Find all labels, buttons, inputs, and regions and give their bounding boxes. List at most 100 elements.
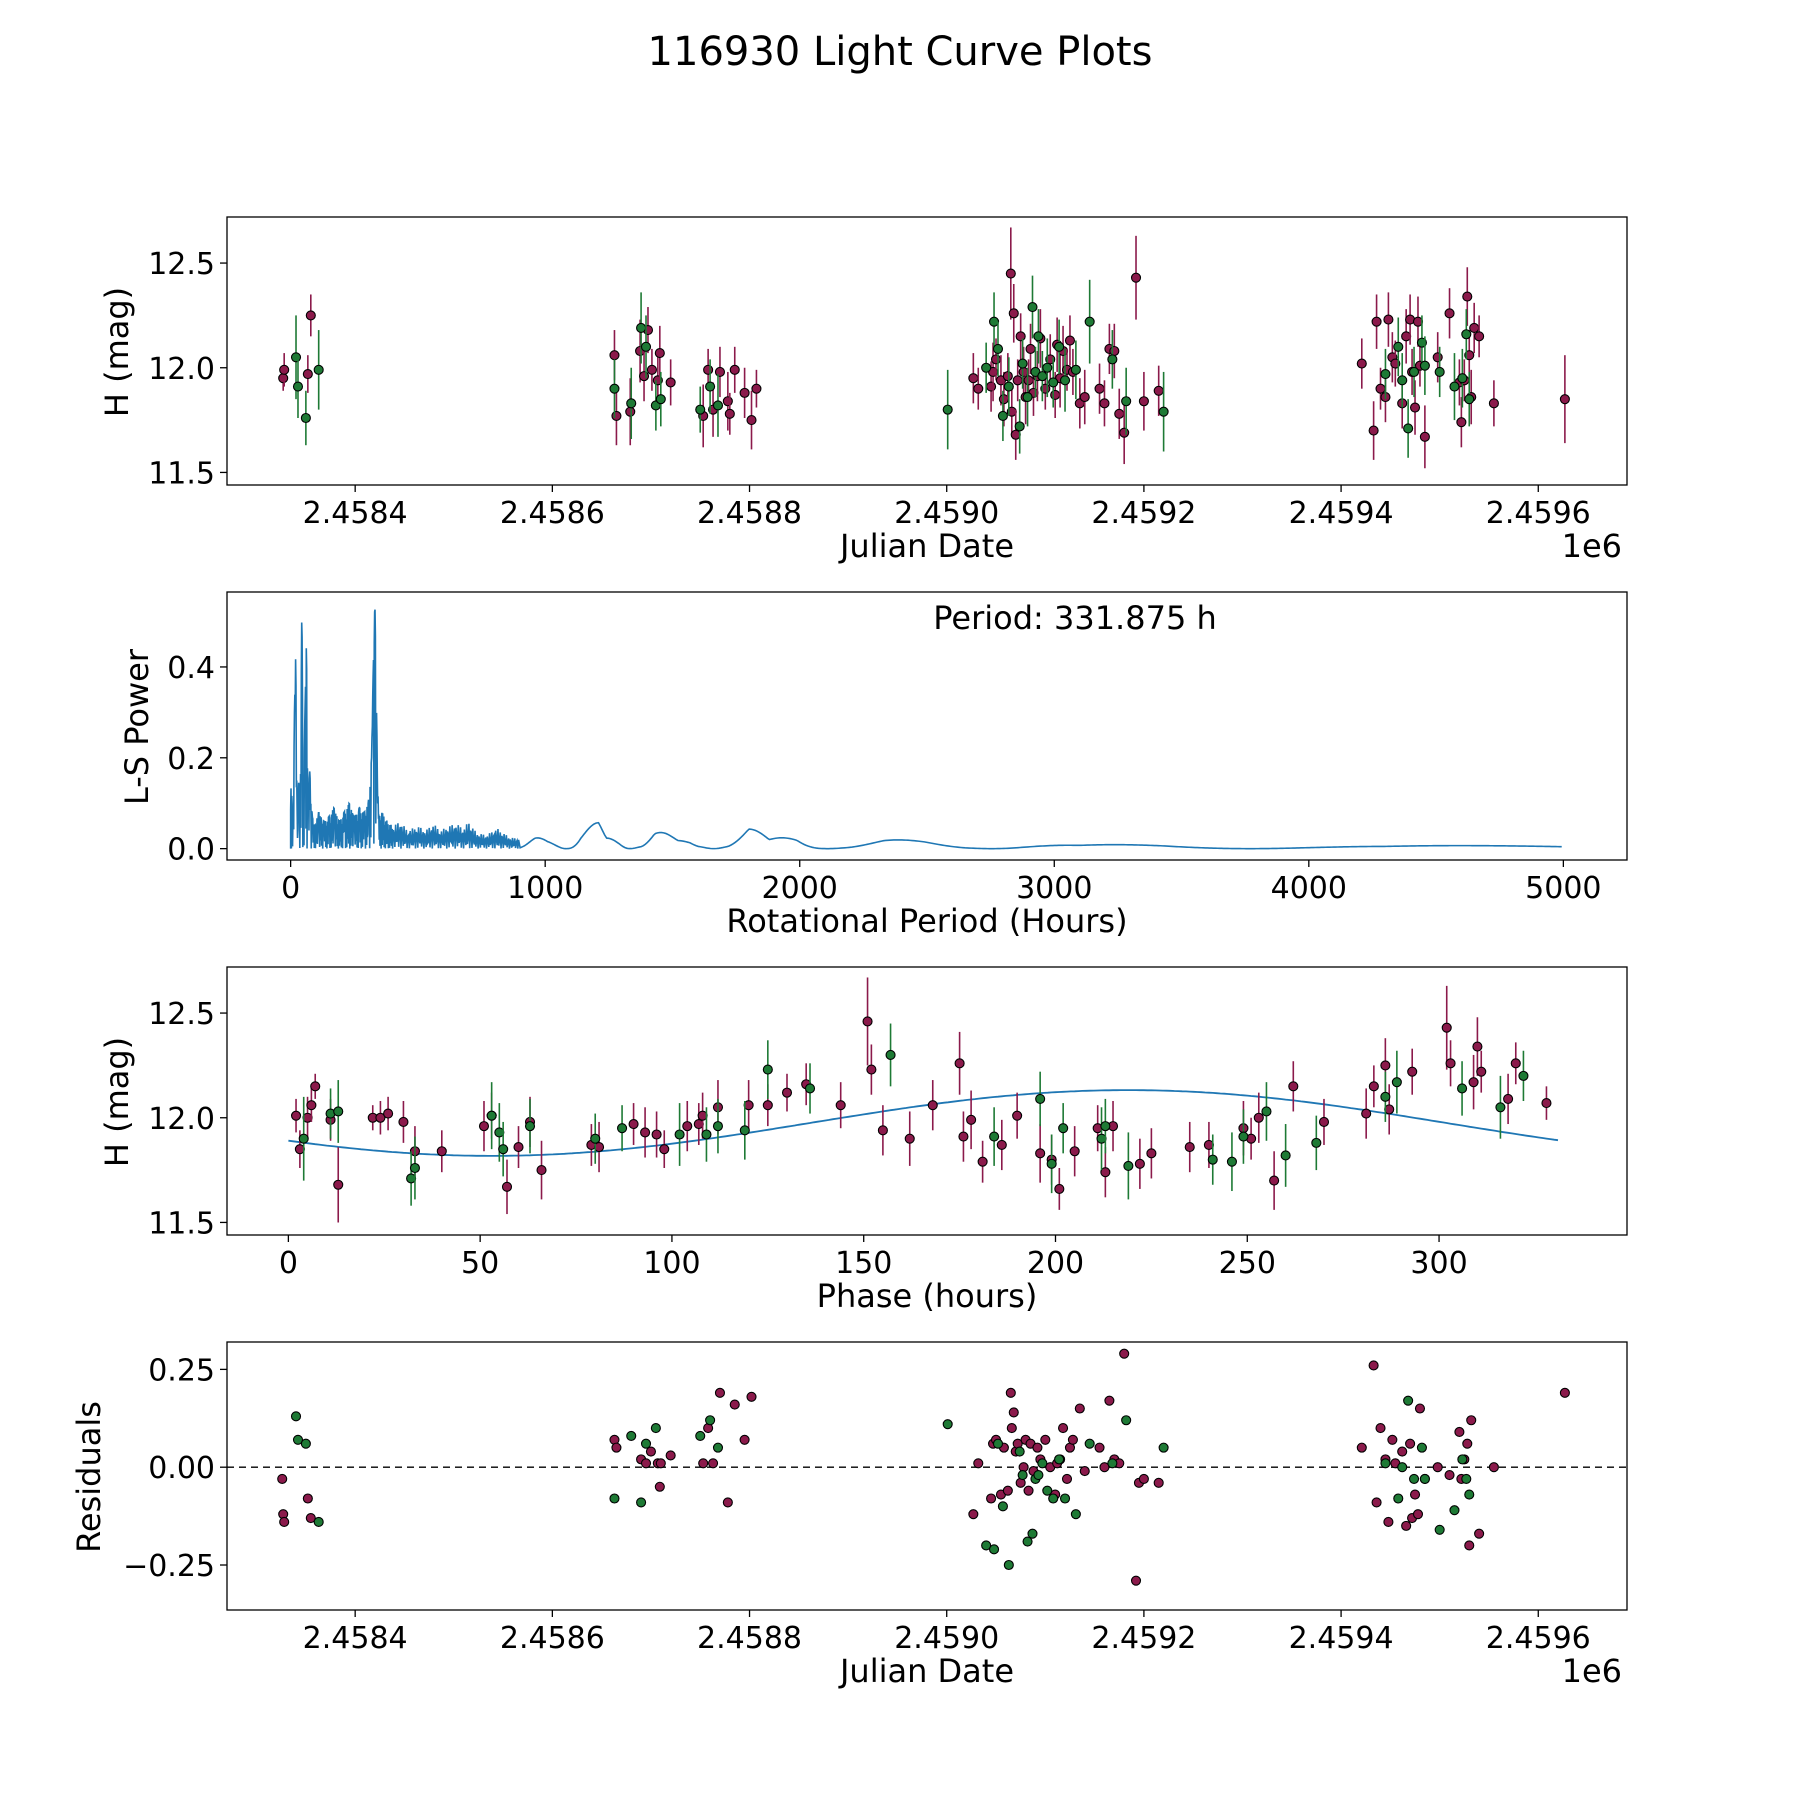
band-1-series — [278, 227, 1570, 469]
data-point — [290, 1110, 302, 1121]
data-point — [866, 1064, 877, 1075]
data-point — [973, 383, 984, 394]
data-point — [1003, 381, 1014, 392]
axes-frame — [226, 1341, 1628, 1611]
data-point — [1419, 431, 1430, 442]
data-point — [1070, 1509, 1081, 1520]
data-point — [640, 1438, 652, 1449]
data-point — [498, 1144, 509, 1155]
data-point — [1454, 1426, 1465, 1438]
data-point — [751, 383, 762, 394]
axes-frame — [226, 966, 1628, 1236]
x-tick-label: 2.4588 — [697, 496, 802, 531]
data-point — [501, 1181, 513, 1192]
data-point — [398, 1116, 409, 1127]
data-point — [1114, 408, 1125, 419]
x-tick-label: 50 — [461, 1246, 499, 1281]
phase-fold-y-label: H (mag) — [98, 1037, 136, 1167]
data-point — [1061, 1473, 1073, 1484]
data-point — [1058, 1423, 1069, 1434]
data-point — [739, 1125, 750, 1136]
data-point — [1238, 1131, 1249, 1142]
data-point — [990, 354, 1002, 365]
y-tick-label: 0.4 — [167, 651, 215, 686]
data-point — [1064, 335, 1076, 346]
data-point — [1416, 1442, 1427, 1453]
data-point — [1375, 383, 1386, 394]
band-2-series — [290, 275, 1475, 458]
data-point — [1109, 345, 1120, 357]
data-point — [1408, 1473, 1420, 1484]
data-point — [1094, 1442, 1105, 1453]
data-point — [1280, 1150, 1291, 1161]
data-point — [1469, 322, 1480, 334]
data-point — [703, 364, 714, 375]
data-point — [1405, 1438, 1416, 1449]
data-point — [611, 410, 622, 421]
phase-fold-panel: Phase (hours) H (mag) 0 50 100 150 200 250 300… — [98, 966, 1628, 1315]
band-2-series — [290, 1395, 1475, 1571]
plot-area — [278, 227, 1570, 469]
periodogram-x-label: Rotational Period (Hours) — [726, 902, 1127, 940]
x-tick-label: 2000 — [762, 871, 838, 906]
data-point — [1356, 1442, 1367, 1453]
data-point — [611, 1442, 622, 1453]
data-point — [1134, 1158, 1145, 1169]
axes-frame — [226, 216, 1628, 486]
data-point — [1419, 1473, 1430, 1484]
data-point — [1464, 1489, 1475, 1500]
data-point — [1100, 1167, 1111, 1178]
x-tick-label: 2.4592 — [1091, 1621, 1196, 1656]
y-tick-label: 0.00 — [148, 1451, 215, 1486]
data-point — [1269, 1175, 1280, 1186]
data-point — [1474, 1528, 1485, 1539]
data-point — [973, 1458, 984, 1469]
data-point — [659, 1144, 670, 1155]
data-point — [682, 1121, 693, 1132]
data-point — [1368, 1081, 1379, 1092]
x-tick-label: 2.4590 — [894, 1621, 999, 1656]
data-point — [409, 1162, 420, 1174]
data-point — [313, 1516, 324, 1528]
data-point — [478, 1121, 490, 1132]
data-point — [1037, 1458, 1048, 1469]
y-tick-label: 0.25 — [148, 1353, 215, 1388]
data-point — [302, 368, 313, 380]
y-tick-label: 12.5 — [148, 247, 215, 282]
data-point — [1099, 1462, 1110, 1473]
data-point — [1130, 272, 1142, 283]
x-tick-label: 2.4584 — [303, 496, 408, 531]
data-point — [1033, 1469, 1044, 1481]
data-point — [279, 1516, 290, 1528]
data-point — [674, 1129, 685, 1140]
data-point — [1464, 1540, 1475, 1551]
data-point — [609, 350, 620, 361]
data-point — [1153, 1477, 1164, 1488]
data-point — [835, 1100, 846, 1111]
data-point — [1014, 421, 1025, 432]
data-point — [300, 412, 311, 424]
data-point — [1022, 1536, 1033, 1547]
residuals-y-label: Residuals — [70, 1401, 108, 1553]
data-point — [708, 1458, 719, 1469]
data-point — [665, 1450, 676, 1461]
data-point — [942, 404, 953, 415]
data-point — [1050, 389, 1061, 401]
data-point — [1432, 1462, 1443, 1473]
x-tick-label: 2.4588 — [697, 1621, 802, 1656]
x-tick-label: 2.4594 — [1289, 1621, 1394, 1656]
data-point — [714, 1387, 726, 1398]
data-point — [927, 1100, 938, 1111]
data-point — [636, 322, 647, 334]
data-point — [1158, 406, 1169, 417]
data-point — [1008, 308, 1019, 319]
data-point — [1017, 1469, 1028, 1481]
plot-area — [289, 609, 1562, 850]
data-point — [383, 1108, 394, 1119]
data-point — [1033, 331, 1044, 342]
data-point — [986, 381, 997, 392]
data-point — [1518, 1070, 1529, 1081]
data-point — [862, 1016, 873, 1027]
plot-area — [227, 1348, 1627, 1586]
